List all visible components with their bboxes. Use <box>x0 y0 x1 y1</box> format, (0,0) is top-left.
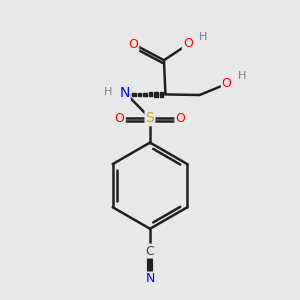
Text: H: H <box>238 71 246 81</box>
Text: O: O <box>222 76 232 90</box>
Text: O: O <box>115 112 124 125</box>
Polygon shape <box>138 93 141 96</box>
Text: C: C <box>146 244 154 258</box>
Polygon shape <box>143 93 147 96</box>
Polygon shape <box>154 92 158 97</box>
Text: S: S <box>146 111 154 125</box>
Polygon shape <box>160 92 163 97</box>
Text: H: H <box>198 32 207 42</box>
Text: O: O <box>128 38 138 51</box>
Text: H: H <box>104 87 112 97</box>
Polygon shape <box>127 94 130 95</box>
Polygon shape <box>132 93 136 96</box>
Text: N: N <box>119 86 130 100</box>
Polygon shape <box>149 92 152 96</box>
Text: O: O <box>183 38 193 50</box>
Text: N: N <box>145 272 155 286</box>
Text: O: O <box>176 112 185 125</box>
